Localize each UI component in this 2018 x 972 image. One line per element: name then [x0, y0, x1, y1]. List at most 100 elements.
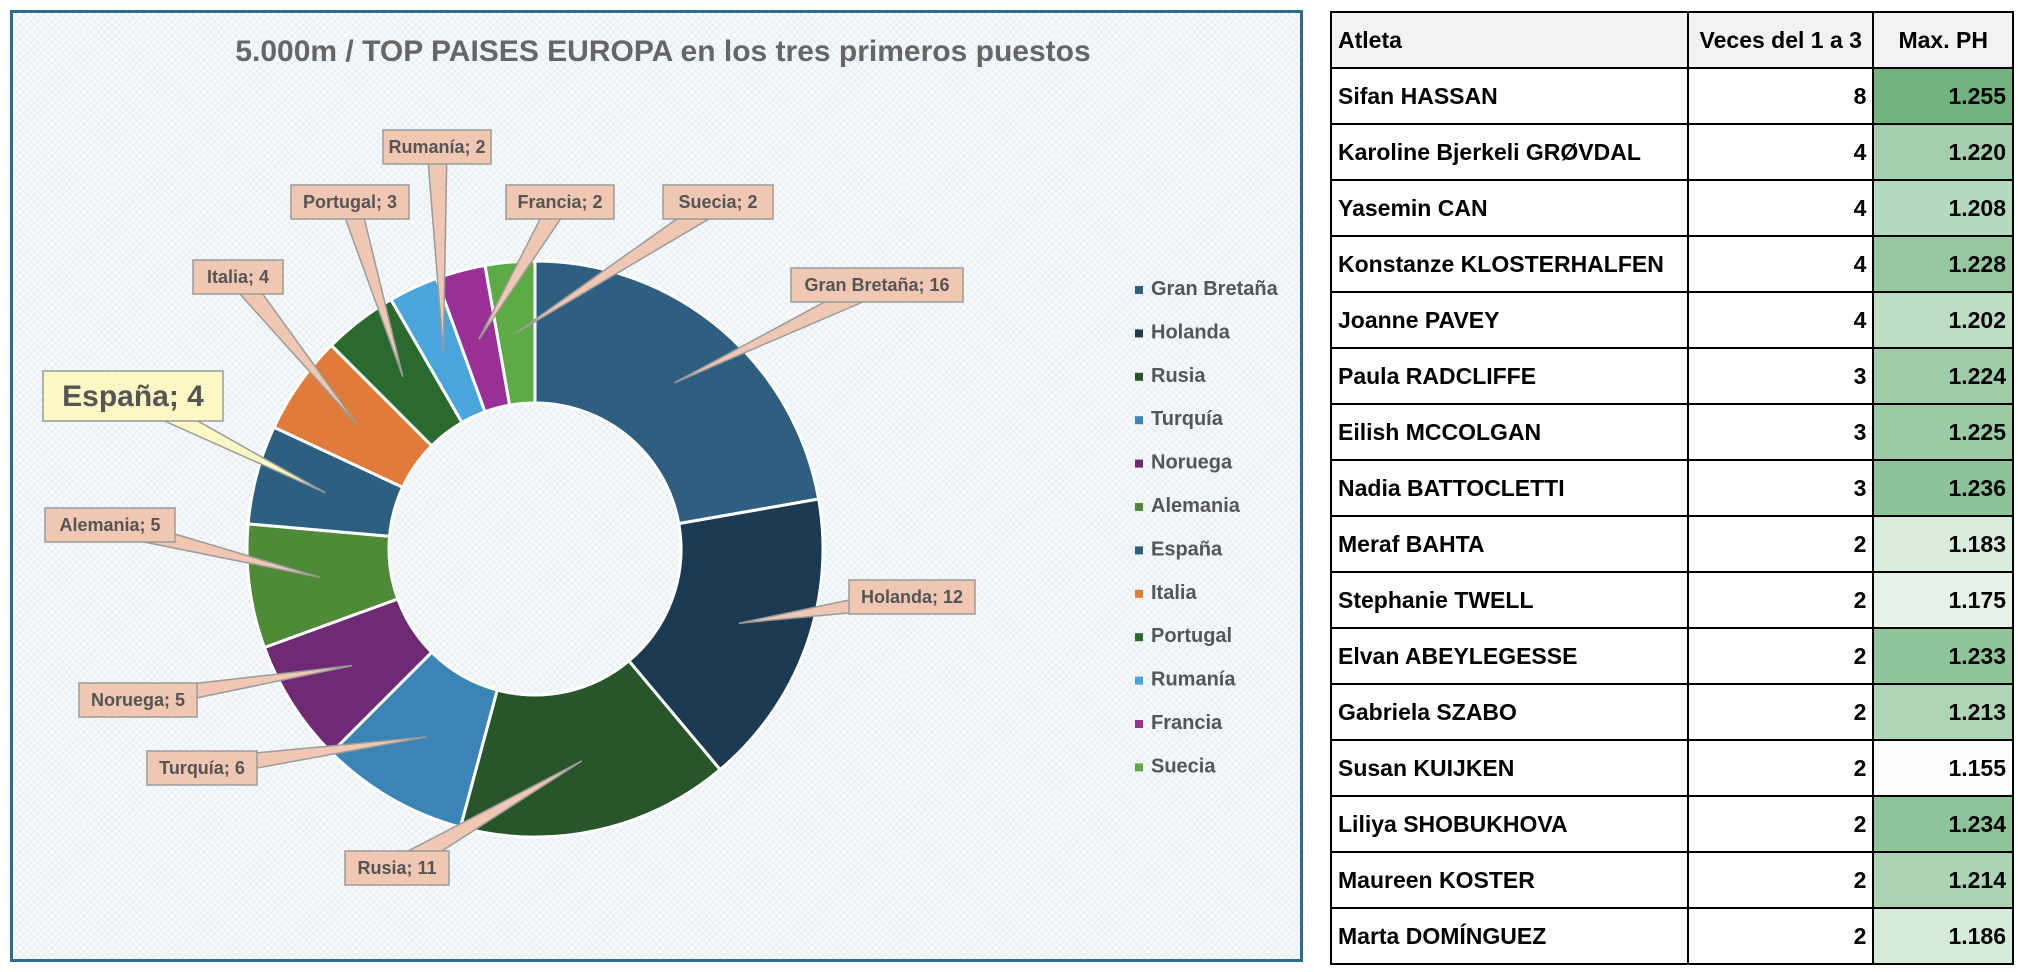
athlete-name: Elvan ABEYLEGESSE [1329, 627, 1690, 685]
max-ph-value: 1.233 [1872, 627, 2014, 685]
chart-panel: 5.000m / TOP PAISES EUROPA en los tres p… [10, 10, 1303, 962]
podium-count: 2 [1687, 571, 1875, 629]
legend-swatch-7 [1135, 589, 1143, 598]
data-label-8: Portugal; 3 [303, 192, 397, 212]
table-row: Susan KUIJKEN 2 1.155 [1329, 739, 2014, 797]
data-label-5: Alemania; 5 [59, 515, 160, 535]
max-ph-value: 1.208 [1872, 179, 2014, 237]
podium-count: 2 [1687, 851, 1875, 909]
athlete-name: Liliya SHOBUKHOVA [1329, 795, 1690, 853]
legend-swatch-9 [1135, 676, 1143, 685]
legend-swatch-4 [1135, 459, 1143, 468]
podium-count: 4 [1687, 235, 1875, 293]
athlete-name: Marta DOMÍNGUEZ [1329, 907, 1690, 965]
podium-count: 8 [1687, 67, 1875, 125]
table-row: Nadia BATTOCLETTI 3 1.236 [1329, 459, 2014, 517]
legend-label-11: Suecia [1151, 755, 1216, 777]
label-box-2 [344, 850, 450, 886]
slice-1 [626, 497, 825, 772]
max-ph-value: 1.228 [1872, 235, 2014, 293]
max-ph-value: 1.202 [1872, 291, 2014, 349]
label-box-4 [78, 682, 198, 718]
table-row: Gabriela SZABO 2 1.213 [1329, 683, 2014, 741]
athlete-name: Karoline Bjerkeli GRØVDAL [1329, 123, 1690, 181]
table-row: Liliya SHOBUKHOVA 2 1.234 [1329, 795, 2014, 853]
data-label-6: España; 4 [62, 380, 204, 413]
legend-swatch-5 [1135, 503, 1143, 511]
table-row: Stephanie TWELL 2 1.175 [1329, 571, 2014, 629]
athlete-name: Stephanie TWELL [1329, 571, 1690, 629]
table-row: Karoline Bjerkeli GRØVDAL 4 1.220 [1329, 123, 2014, 181]
athlete-name: Nadia BATTOCLETTI [1329, 459, 1690, 517]
table-row: Paula RADCLIFFE 3 1.224 [1329, 347, 2014, 405]
max-ph-value: 1.155 [1872, 739, 2014, 797]
table-header-row: Atleta Veces del 1 a 3 Max. PH [1329, 11, 2014, 69]
athletes-table: Atleta Veces del 1 a 3 Max. PH Sifan HAS… [1329, 11, 2014, 965]
label-box-8 [290, 184, 410, 220]
legend-swatch-3 [1135, 416, 1143, 425]
data-label-3: Turquía; 6 [159, 758, 245, 778]
podium-count: 3 [1687, 403, 1875, 461]
table-row: Joanne PAVEY 4 1.202 [1329, 291, 2014, 349]
podium-count: 2 [1687, 683, 1875, 741]
podium-count: 2 [1687, 627, 1875, 685]
podium-count: 4 [1687, 291, 1875, 349]
legend-label-2: Rusia [1151, 365, 1206, 387]
table-row: Meraf BAHTA 2 1.183 [1329, 515, 2014, 573]
athlete-name: Paula RADCLIFFE [1329, 347, 1690, 405]
max-ph-value: 1.225 [1872, 403, 2014, 461]
athlete-name: Joanne PAVEY [1329, 291, 1690, 349]
label-box-9 [382, 129, 492, 165]
legend-swatch-0 [1135, 286, 1143, 294]
legend-label-4: Noruega [1151, 452, 1233, 474]
max-ph-value: 1.220 [1872, 123, 2014, 181]
table-row: Marta DOMÍNGUEZ 2 1.186 [1329, 907, 2014, 965]
legend-label-5: Alemania [1151, 495, 1241, 517]
donut-chart: 5.000m / TOP PAISES EUROPA en los tres p… [42, 35, 1279, 886]
athlete-name: Sifan HASSAN [1329, 67, 1690, 125]
legend-swatch-11 [1135, 763, 1143, 772]
label-box-1 [848, 579, 976, 615]
label-box-10 [505, 184, 615, 220]
header-count: Veces del 1 a 3 [1687, 11, 1875, 69]
max-ph-value: 1.255 [1872, 67, 2014, 125]
legend-swatch-2 [1135, 372, 1143, 381]
table-row: Maureen KOSTER 2 1.214 [1329, 851, 2014, 909]
max-ph-value: 1.214 [1872, 851, 2014, 909]
podium-count: 3 [1687, 347, 1875, 405]
max-ph-value: 1.175 [1872, 571, 2014, 629]
max-ph-value: 1.186 [1872, 907, 2014, 965]
data-label-7: Italia; 4 [207, 267, 269, 287]
max-ph-value: 1.224 [1872, 347, 2014, 405]
table-row: Elvan ABEYLEGESSE 2 1.233 [1329, 627, 2014, 685]
athlete-name: Gabriela SZABO [1329, 683, 1690, 741]
legend-label-9: Rumanía [1151, 669, 1236, 691]
label-box-11 [662, 184, 774, 220]
slice-11 [483, 259, 537, 407]
data-label-9: Rumanía; 2 [388, 137, 485, 157]
label-box-3 [146, 750, 258, 786]
data-label-1: Holanda; 12 [861, 587, 963, 607]
label-box-0 [790, 267, 964, 303]
label-box-5 [44, 507, 176, 543]
legend-swatch-8 [1135, 633, 1143, 642]
label-box-7 [192, 259, 284, 295]
legend-label-1: Holanda [1151, 321, 1231, 343]
chart-title: 5.000m / TOP PAISES EUROPA en los tres p… [235, 35, 1090, 68]
athlete-name: Yasemin CAN [1329, 179, 1690, 237]
table-row: Eilish MCCOLGAN 3 1.225 [1329, 403, 2014, 461]
table-row: Yasemin CAN 4 1.208 [1329, 179, 2014, 237]
athletes-table-panel: Atleta Veces del 1 a 3 Max. PH Sifan HAS… [1329, 11, 2014, 965]
athlete-name: Susan KUIJKEN [1329, 739, 1690, 797]
podium-count: 2 [1687, 795, 1875, 853]
podium-count: 2 [1687, 907, 1875, 965]
podium-count: 2 [1687, 739, 1875, 797]
legend-label-0: Gran Bretaña [1151, 278, 1279, 300]
data-label-10: Francia; 2 [517, 192, 602, 212]
athlete-name: Maureen KOSTER [1329, 851, 1690, 909]
slice-0 [533, 259, 821, 526]
legend-label-8: Portugal [1151, 625, 1232, 647]
podium-count: 2 [1687, 515, 1875, 573]
legend-swatch-6 [1135, 546, 1143, 555]
max-ph-value: 1.234 [1872, 795, 2014, 853]
